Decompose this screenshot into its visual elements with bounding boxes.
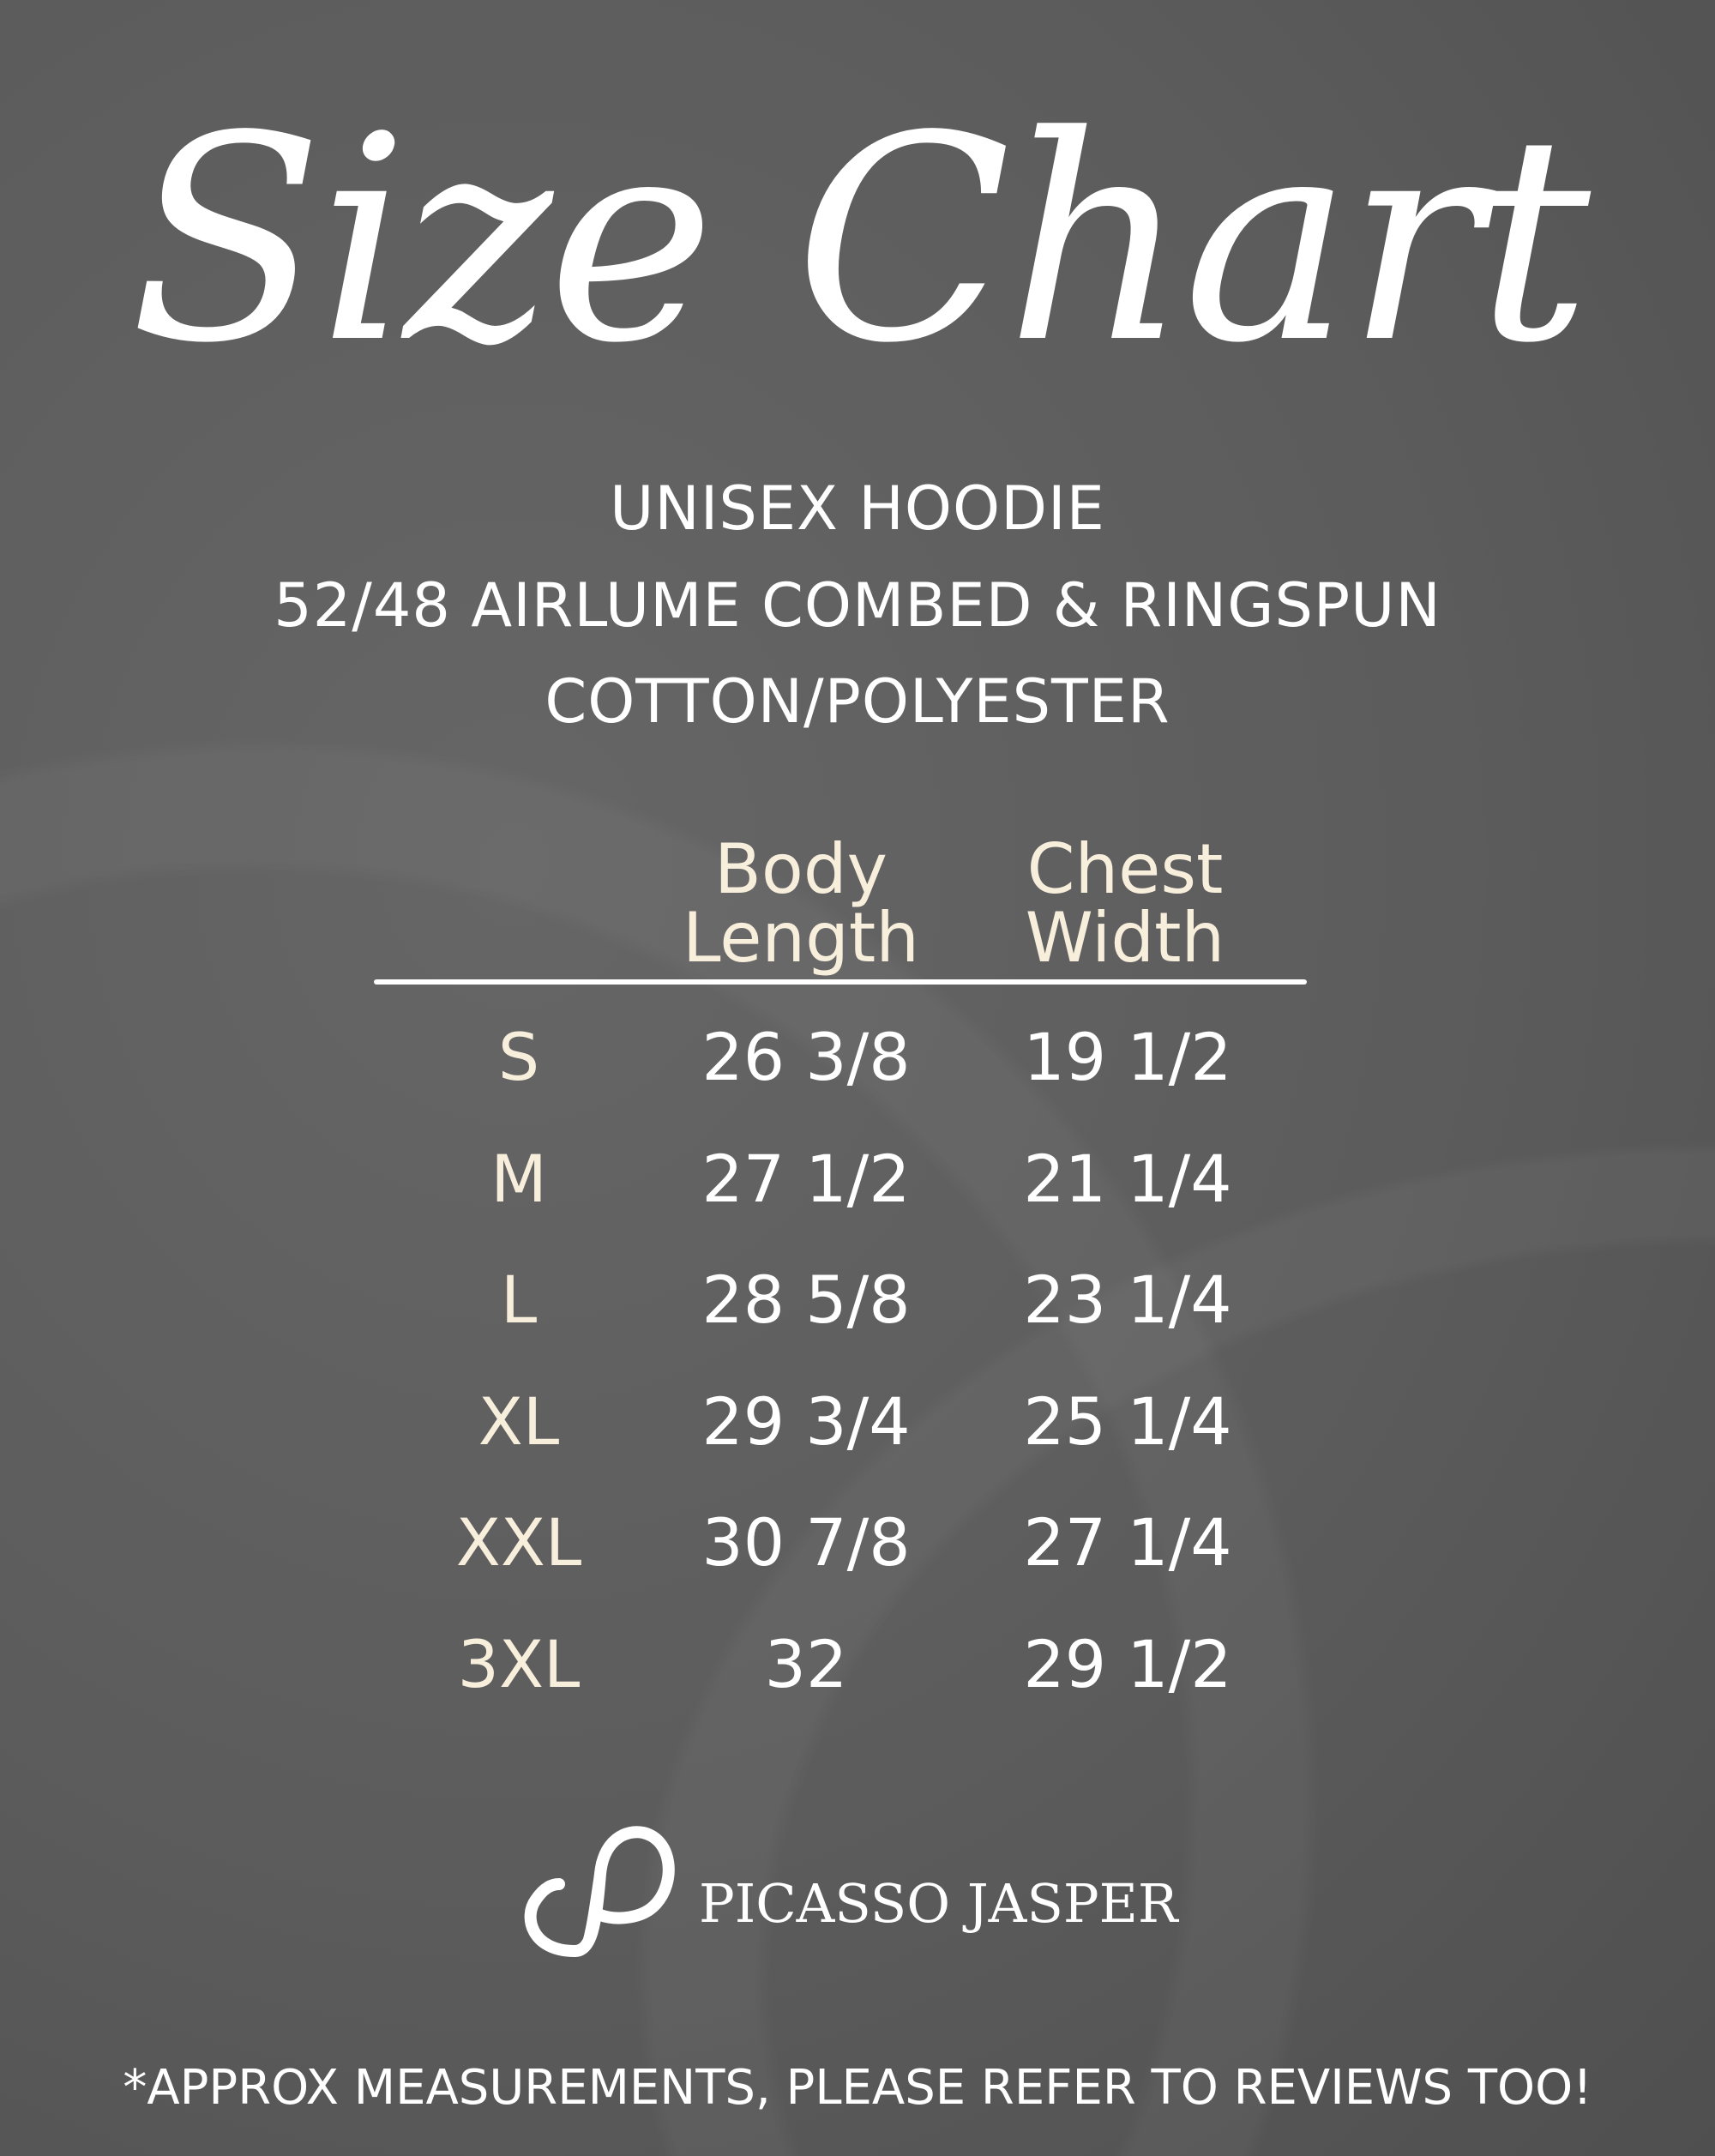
row-body-length: 28 5/8 [701,1262,911,1338]
row-size: M [490,1140,547,1217]
header-chest-width-1: Chest [1026,829,1224,909]
row-body-length: 26 3/8 [701,1019,911,1095]
header-divider [374,979,1307,985]
page-title: Size Chart [129,75,1591,405]
footer-note: *APPROX MEASUREMENTS, PLEASE REFER TO RE… [123,2060,1592,2116]
row-chest-width: 23 1/4 [1023,1262,1232,1338]
row-body-length: 30 7/8 [701,1504,911,1581]
header-body-length-2: Length [683,898,919,978]
row-chest-width: 29 1/2 [1023,1625,1232,1702]
row-body-length: 32 [764,1625,848,1702]
fabric-line-2: COTTON/POLYESTER [545,666,1170,737]
row-chest-width: 21 1/4 [1023,1140,1232,1217]
row-size: XXL [455,1504,582,1581]
header-body-length-1: Body [714,829,888,909]
row-size: 3XL [457,1625,581,1702]
row-size: S [497,1019,540,1095]
brand-name: PICASSO JASPER [699,1872,1178,1935]
row-body-length: 27 1/2 [701,1140,911,1217]
row-chest-width: 19 1/2 [1023,1019,1232,1095]
header-chest-width-2: Width [1025,898,1225,978]
row-body-length: 29 3/4 [701,1382,911,1460]
row-chest-width: 25 1/4 [1023,1382,1232,1460]
row-chest-width: 27 1/4 [1023,1504,1232,1581]
product-name: UNISEX HOODIE [610,473,1105,544]
row-size: XL [478,1382,560,1460]
row-size: L [500,1262,538,1338]
pj-monogram-logo [524,1826,675,1957]
fabric-line: 52/48 AIRLUME COMBED & RINGSPUN [274,570,1441,641]
